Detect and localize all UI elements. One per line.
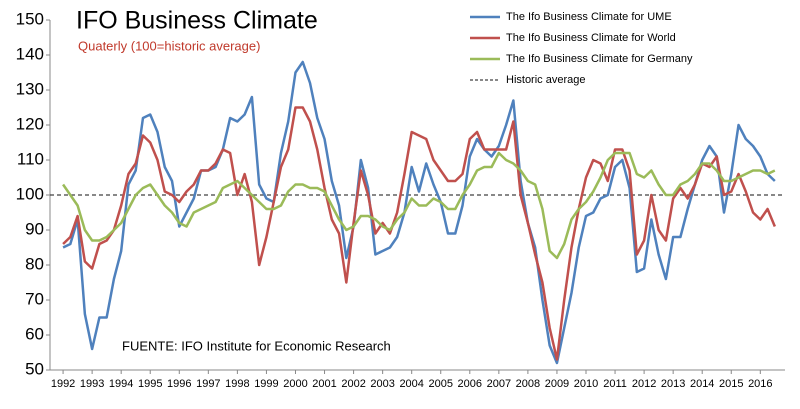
legend-label: The Ifo Business Climate for UME — [506, 11, 672, 23]
chart-subtitle: Quaterly (100=historic average) — [78, 38, 260, 53]
x-tick-label: 2010 — [574, 378, 598, 390]
x-tick-label: 2009 — [545, 378, 569, 390]
series-line — [62, 60, 776, 365]
x-tick-label: 2015 — [719, 378, 743, 390]
x-tick-label: 2011 — [603, 378, 627, 390]
y-tick-label: 150 — [16, 9, 44, 28]
x-tick-label: 2001 — [312, 378, 336, 390]
x-tick-label: 2006 — [458, 378, 482, 390]
x-tick-label: 1995 — [138, 378, 162, 390]
x-tick-label: 2003 — [370, 378, 394, 390]
x-tick-label: 2002 — [341, 378, 365, 390]
y-tick-label: 110 — [17, 149, 44, 168]
x-tick-label: 2004 — [399, 378, 423, 390]
x-tick-label: 1997 — [196, 378, 220, 390]
x-tick-label: 2012 — [632, 378, 656, 390]
chart-title: IFO Business Climate — [76, 7, 318, 35]
x-tick-label: 2000 — [283, 378, 307, 390]
legend-label: Historic average — [506, 74, 585, 86]
y-tick-label: 80 — [25, 254, 44, 273]
y-tick-label: 50 — [25, 359, 44, 378]
x-tick-label: 2007 — [487, 378, 511, 390]
series-line — [62, 151, 776, 260]
x-tick-label: 1999 — [254, 378, 278, 390]
y-tick-label: 140 — [16, 44, 44, 63]
x-tick-label: 2016 — [748, 378, 772, 390]
x-tick-label: 2013 — [661, 378, 685, 390]
x-tick-label: 2008 — [516, 378, 540, 390]
y-tick-label: 130 — [16, 79, 44, 98]
x-tick-label: 1994 — [109, 378, 133, 390]
x-tick-label: 1992 — [51, 378, 75, 390]
x-tick-label: 2014 — [690, 378, 714, 390]
y-tick-label: 100 — [16, 184, 44, 203]
x-tick-label: 1996 — [167, 378, 191, 390]
x-tick-label: 2005 — [428, 378, 452, 390]
source-note: FUENTE: IFO Institute for Economic Resea… — [122, 338, 391, 353]
x-tick-label: 1998 — [225, 378, 249, 390]
y-tick-label: 120 — [16, 114, 44, 133]
y-tick-label: 60 — [25, 324, 44, 343]
legend-label: The Ifo Business Climate for World — [506, 32, 676, 44]
y-tick-label: 90 — [25, 219, 44, 238]
legend-label: The Ifo Business Climate for Germany — [506, 53, 693, 65]
x-tick-label: 1993 — [80, 378, 104, 390]
series-line — [62, 106, 776, 361]
y-tick-label: 70 — [25, 289, 44, 308]
